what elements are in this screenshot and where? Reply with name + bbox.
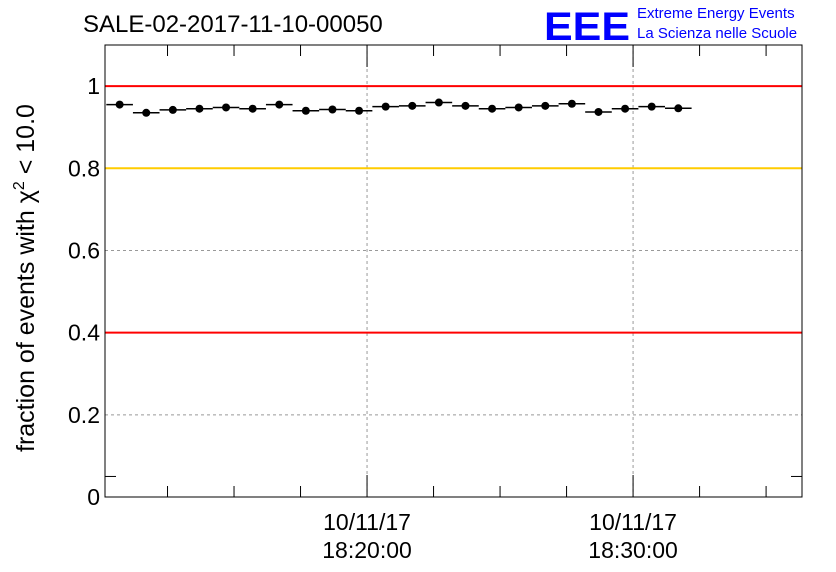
data-point-marker: [567, 99, 576, 108]
y-tick-label: 0.4: [68, 320, 100, 346]
y-axis-label-suffix: < 10.0: [12, 104, 40, 181]
data-point-marker: [541, 101, 550, 110]
data-point: [292, 106, 320, 115]
data-point: [505, 103, 532, 112]
eee-logo: EEE Extreme Energy Events La Scienza nel…: [544, 5, 797, 49]
data-point: [638, 102, 665, 111]
reference-lines: [105, 85, 802, 334]
data-point: [664, 104, 692, 113]
y-axis-label-sup: 2: [11, 181, 28, 190]
data-point-marker: [222, 103, 231, 112]
eee-logo-line2: La Scienza nelle Scuole: [637, 25, 797, 42]
data-point: [319, 105, 346, 114]
data-point: [452, 101, 479, 110]
y-tick-label: 0.8: [68, 155, 100, 181]
data-point: [398, 101, 426, 110]
data-point: [132, 108, 160, 117]
data-point-marker: [248, 104, 257, 113]
data-point-marker: [434, 98, 443, 107]
data-point: [239, 104, 266, 113]
data-point-marker: [461, 101, 470, 110]
data-point: [531, 101, 559, 110]
data-point-marker: [621, 104, 630, 113]
x-tick-label-date: 10/11/17: [323, 509, 411, 535]
data-point-marker: [142, 108, 151, 117]
data-point-marker: [408, 101, 417, 110]
grid-lines: [105, 45, 802, 497]
data-point: [478, 104, 506, 113]
data-point: [159, 105, 187, 114]
data-point-marker: [514, 103, 523, 112]
data-point: [345, 106, 373, 115]
x-tick-label-time: 18:30:00: [588, 537, 678, 563]
y-axis-label-prefix: fraction of events with χ: [12, 190, 40, 452]
y-tick-labels: 0 0.2 0.4 0.6 0.8 1: [68, 73, 100, 510]
data-point-marker: [594, 107, 603, 116]
data-point: [611, 104, 639, 113]
eee-logo-line1: Extreme Energy Events: [637, 5, 795, 22]
data-point: [265, 100, 293, 109]
data-point-marker: [168, 105, 177, 114]
chart-title: SALE-02-2017-11-10-00050: [83, 11, 383, 38]
x-tick-label-time: 18:20:00: [322, 537, 412, 563]
x-tick-label-date: 10/11/17: [589, 509, 677, 535]
data-point-marker: [275, 100, 284, 109]
data-points: [106, 98, 692, 117]
data-point-marker: [115, 100, 124, 109]
data-point: [186, 104, 213, 113]
data-point-marker: [195, 104, 204, 113]
data-point-marker: [301, 106, 310, 115]
axis-ticks: [105, 45, 802, 498]
plot-frame: [104, 44, 803, 498]
data-point: [212, 103, 240, 112]
data-point: [558, 99, 586, 108]
y-tick-label: 0.6: [68, 237, 100, 263]
data-point-marker: [488, 104, 497, 113]
data-point: [372, 102, 399, 111]
data-point-marker: [647, 102, 656, 111]
y-axis-label: fraction of events with χ2 < 10.0: [11, 104, 40, 452]
data-point-marker: [328, 105, 337, 114]
eee-logo-mark: EEE: [544, 5, 630, 49]
data-point-marker: [674, 104, 683, 113]
data-point: [585, 107, 612, 116]
data-point-marker: [355, 106, 364, 115]
data-point-marker: [381, 102, 390, 111]
data-point: [106, 100, 133, 109]
y-tick-label: 0.2: [68, 402, 100, 428]
y-tick-label: 1: [87, 73, 100, 99]
y-tick-label: 0: [87, 484, 100, 510]
data-point: [425, 98, 453, 107]
